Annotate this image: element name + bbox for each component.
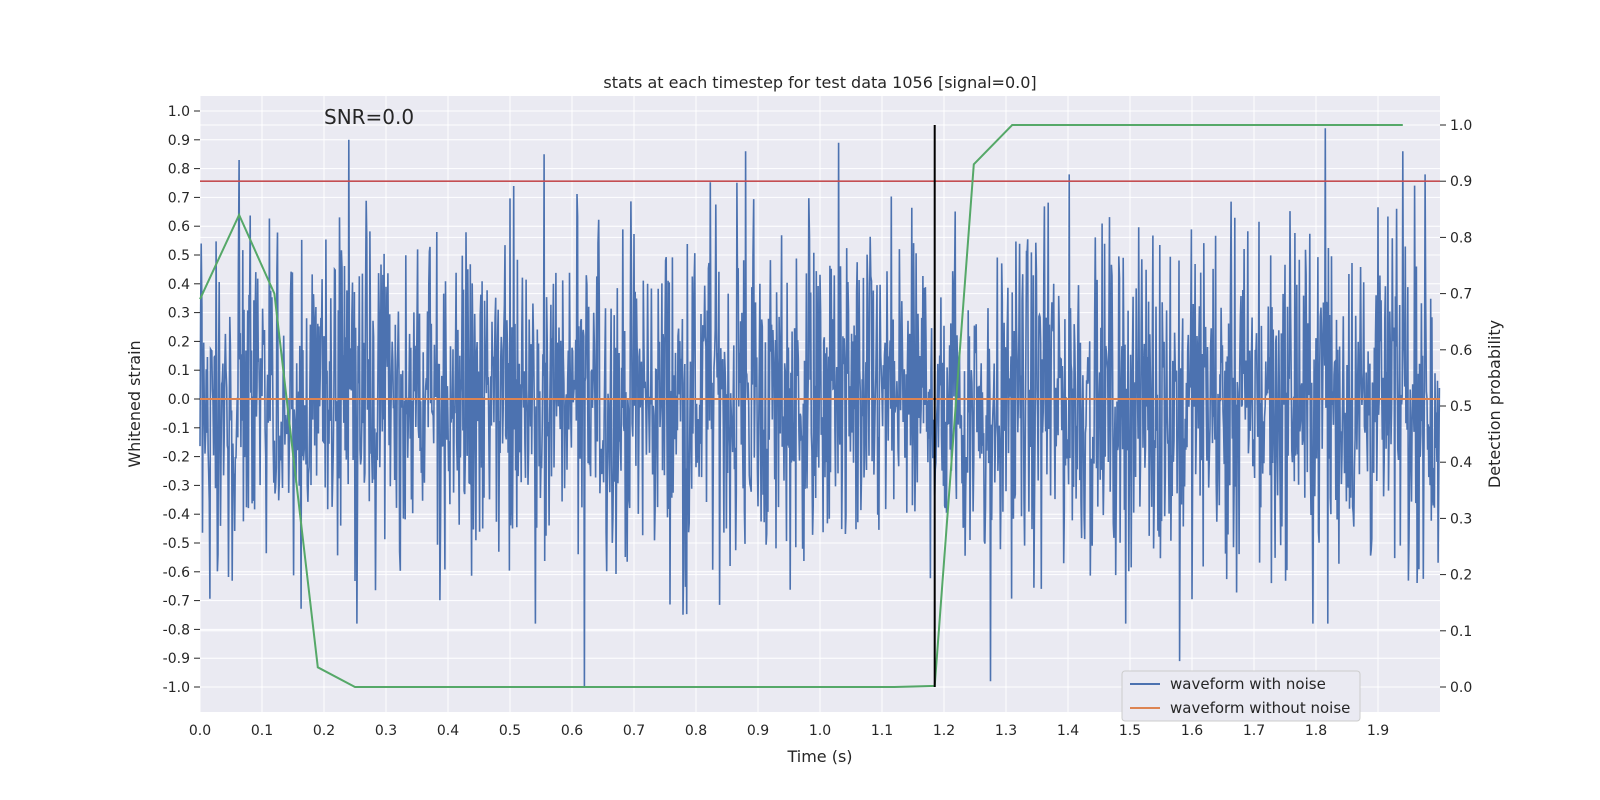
y-tick-label: -0.3 [163, 478, 190, 494]
y2-axis-label: Detection probability [1485, 320, 1504, 488]
x-tick-label: 0.8 [685, 723, 707, 739]
legend-box [1121, 670, 1361, 722]
x-tick-label: 1.4 [1057, 723, 1079, 739]
x-tick-label: 0.7 [623, 723, 645, 739]
x-tick-label: 0.4 [437, 723, 459, 739]
y-tick-label: -0.1 [163, 421, 190, 437]
y2-tick-label: 0.1 [1450, 624, 1472, 640]
tick-labels: 0.0 0.1 0.2 0.3 0.4 0.5 0.6 0.7 0.8 0.9 1.0 1.1 1.2 1… [163, 104, 1473, 739]
waveform-with-noise-series [199, 128, 1441, 688]
x-tick-label: 0.5 [499, 723, 521, 739]
y-tick-label: -0.4 [163, 507, 190, 523]
y2-tick-label: 0.0 [1450, 680, 1472, 696]
x-tick-label: 0.9 [747, 723, 769, 739]
x-tick-label: 1.9 [1367, 723, 1389, 739]
y-axis-label: Whitened strain [125, 340, 144, 467]
y-tick-label: 0.6 [168, 219, 190, 235]
y2-tick-label: 0.4 [1450, 455, 1472, 471]
y2-tick-label: 0.9 [1450, 174, 1472, 190]
y2-tick-label: 0.2 [1450, 568, 1472, 584]
detection-probability-line [199, 124, 1403, 688]
y-tick-label: 0.2 [168, 334, 190, 350]
x-tick-label: 0.6 [561, 723, 583, 739]
x-tick-label: 0.3 [375, 723, 397, 739]
y-tick-label: -0.7 [163, 594, 190, 610]
y2-tick-label: 0.7 [1450, 287, 1472, 303]
y-tick-label: -1.0 [163, 680, 190, 696]
x-tick-label: 1.5 [1119, 723, 1141, 739]
x-tick-label: 1.2 [933, 723, 955, 739]
y-tick-label: 0.0 [168, 392, 190, 408]
x-tick-label: 1.8 [1305, 723, 1327, 739]
y2-tick-label: 0.6 [1450, 343, 1472, 359]
y2-tick-label: 0.5 [1450, 399, 1472, 415]
snr-annotation: SNR=0.0 [324, 105, 414, 129]
y-tick-label: 0.1 [168, 363, 190, 379]
x-tick-label: 0.1 [251, 723, 273, 739]
x-tick-label: 0.2 [313, 723, 335, 739]
y-tick-label: 0.7 [168, 190, 190, 206]
legend-label-noise: waveform with noise [1170, 675, 1326, 693]
x-tick-label: 0.0 [189, 723, 211, 739]
y-tick-label: 0.3 [168, 306, 190, 322]
x-tick-label: 1.0 [809, 723, 831, 739]
y-tick-label: -0.2 [163, 450, 190, 466]
y-tick-label: -0.9 [163, 651, 190, 667]
x-tick-label: 1.1 [871, 723, 893, 739]
y-tick-label: 1.0 [168, 104, 190, 120]
y2-tick-label: 0.3 [1450, 511, 1472, 527]
x-axis-label: Time (s) [786, 747, 852, 766]
y2-tick-label: 1.0 [1450, 118, 1472, 134]
y2-tick-label: 0.8 [1450, 230, 1472, 246]
overlay-lines [199, 124, 1440, 688]
x-tick-label: 1.6 [1181, 723, 1203, 739]
y-tick-label: -0.5 [163, 536, 190, 552]
y-tick-label: -0.6 [163, 565, 190, 581]
waveform-with-noise-line [199, 128, 1441, 688]
x-tick-label: 1.7 [1243, 723, 1265, 739]
legend-label-clean: waveform without noise [1170, 699, 1350, 717]
y-tick-label: 0.9 [168, 133, 190, 149]
y-tick-label: -0.8 [163, 622, 190, 638]
chart-title: stats at each timestep for test data 105… [603, 73, 1036, 92]
legend: waveform with noise waveform without noi… [1121, 670, 1361, 722]
y-tick-label: 0.8 [168, 162, 190, 178]
y-tick-label: 0.4 [168, 277, 190, 293]
x-tick-label: 1.3 [995, 723, 1017, 739]
y-tick-label: 0.5 [168, 248, 190, 264]
